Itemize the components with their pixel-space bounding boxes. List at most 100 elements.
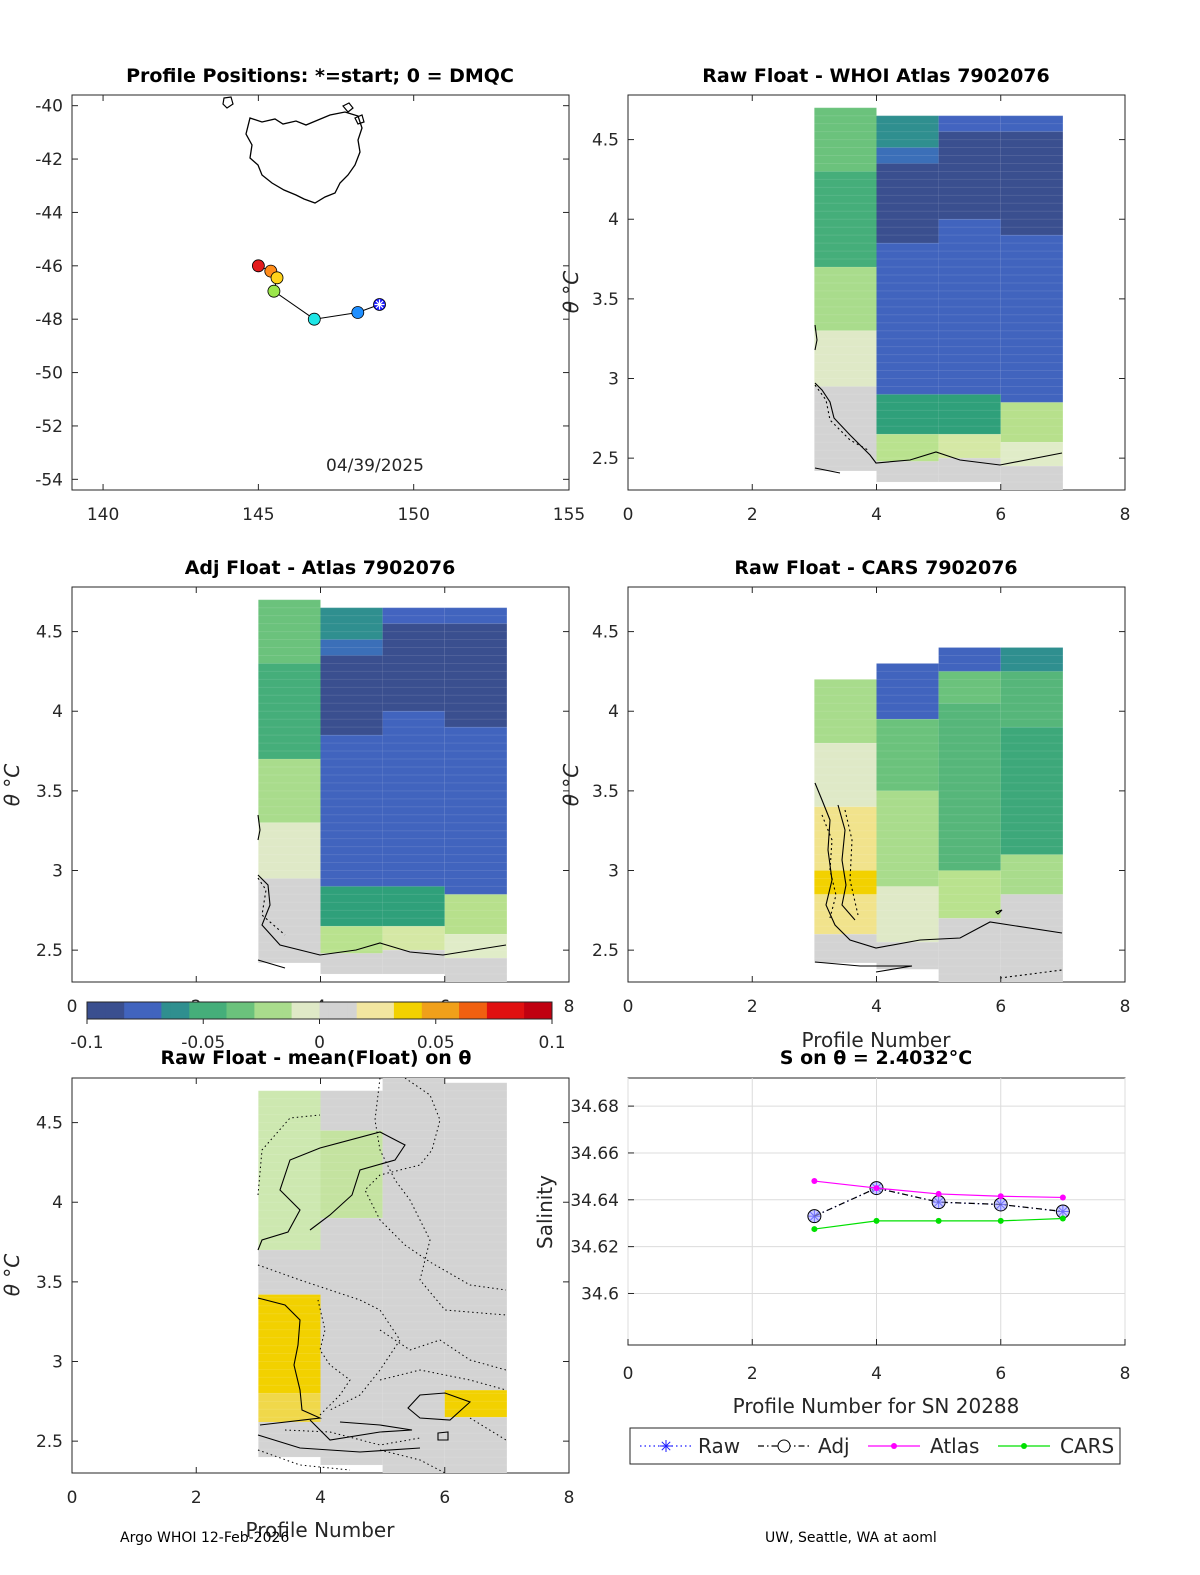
colorbar-cell bbox=[356, 1002, 367, 1019]
raw-whoi-xtick-label: 2 bbox=[747, 505, 758, 525]
footer-right: UW, Seattle, WA at aoml bbox=[765, 1530, 937, 1546]
series-point-cars bbox=[997, 1217, 1004, 1224]
salinity-xtick-label: 8 bbox=[1120, 1364, 1131, 1384]
raw-whoi-ytick-label: 4 bbox=[608, 210, 619, 230]
colorbar-cell bbox=[421, 1002, 432, 1019]
raw-cars-cell bbox=[1000, 727, 1063, 855]
colorbar-tick-label: 0 bbox=[314, 1033, 325, 1053]
legend-label-raw: Raw bbox=[698, 1434, 740, 1458]
colorbar-cell bbox=[393, 1002, 404, 1019]
raw-mean-xlabel: Profile Number bbox=[246, 1518, 396, 1542]
raw-whoi-cell bbox=[876, 163, 939, 244]
colorbar-cell bbox=[245, 1002, 255, 1019]
series-point-cars bbox=[873, 1217, 880, 1224]
map-ytick-label: -46 bbox=[35, 257, 63, 277]
raw-cars-cell bbox=[876, 790, 939, 887]
raw-whoi-ticks: 0 2 4 6 8 2.5 3 3.5 4 4.5 bbox=[592, 95, 1130, 525]
raw-cars-title: Raw Float - CARS 7902076 bbox=[734, 557, 1017, 579]
salinity-ytick-label: 34.62 bbox=[570, 1238, 619, 1258]
raw-mean-cell bbox=[382, 1078, 445, 1473]
raw-whoi-xtick-label: 6 bbox=[995, 505, 1006, 525]
raw-cars-cell bbox=[1000, 647, 1063, 672]
raw-whoi-contours bbox=[814, 324, 1063, 474]
raw-mean-xtick-label: 6 bbox=[439, 1488, 450, 1508]
adj-atlas-ytick-label: 4 bbox=[52, 702, 63, 722]
raw-mean-cell bbox=[444, 1082, 507, 1391]
colorbar-cell bbox=[524, 1002, 534, 1019]
raw-cars-cell bbox=[876, 942, 939, 970]
raw-mean-ytick-label: 3 bbox=[52, 1353, 63, 1373]
coastline bbox=[222, 96, 365, 204]
adj-atlas-cell bbox=[382, 607, 445, 624]
salinity-panel: S on θ = 2.4032°C Salinity Profile Numbe… bbox=[533, 1047, 1131, 1465]
raw-whoi-cell bbox=[938, 219, 1001, 395]
raw-whoi-cell bbox=[814, 330, 877, 387]
track-group bbox=[251, 259, 386, 326]
series-point-cars bbox=[811, 1226, 818, 1233]
raw-cars-cell bbox=[814, 743, 877, 807]
raw-whoi-cell bbox=[938, 458, 1001, 483]
raw-cars-ytick-label: 4 bbox=[608, 702, 619, 722]
map-ytick-label: -50 bbox=[35, 364, 63, 384]
series-point-atlas bbox=[811, 1178, 818, 1185]
colorbar-cell bbox=[542, 1002, 553, 1019]
colorbar-cell bbox=[328, 1002, 339, 1019]
colorbar-cell bbox=[459, 1002, 469, 1019]
colorbar-cell bbox=[375, 1002, 386, 1019]
colorbar-cell bbox=[189, 1002, 200, 1019]
adj-atlas-cell bbox=[320, 953, 383, 975]
raw-mean-title: Raw Float - mean(Float) on θ bbox=[161, 1047, 472, 1069]
raw-whoi-cell bbox=[1000, 442, 1063, 467]
raw-whoi-cell bbox=[938, 394, 1001, 435]
adj-atlas-ytick-label: 4.5 bbox=[36, 623, 63, 643]
colorbar-cell bbox=[496, 1002, 506, 1019]
raw-whoi-cell bbox=[876, 243, 939, 395]
colorbar-cell bbox=[207, 1002, 218, 1019]
colorbar-cell bbox=[338, 1002, 348, 1019]
adj-atlas-cell bbox=[444, 958, 507, 982]
adj-atlas-ytick-label: 2.5 bbox=[36, 941, 63, 961]
adj-atlas-cell bbox=[382, 711, 445, 887]
salinity-grid bbox=[627, 1078, 1126, 1345]
colorbar-cell bbox=[533, 1002, 544, 1019]
colorbar: -0.1 -0.05 0 0.05 0.1 bbox=[70, 1001, 566, 1053]
raw-mean-ytick-label: 4 bbox=[52, 1193, 63, 1213]
adj-atlas-ytick-label: 3.5 bbox=[36, 782, 63, 802]
legend-label-adj: Adj bbox=[818, 1434, 850, 1458]
raw-whoi-cell bbox=[1000, 466, 1063, 490]
map-ytick-label: -40 bbox=[35, 97, 63, 117]
track-point bbox=[267, 284, 281, 298]
salinity-xtick-label: 0 bbox=[623, 1364, 634, 1384]
raw-whoi-ytick-label: 4.5 bbox=[592, 131, 619, 151]
raw-whoi-ytick-label: 3.5 bbox=[592, 290, 619, 310]
colorbar-cell bbox=[319, 1002, 330, 1019]
legend-marker-atlas bbox=[891, 1443, 897, 1449]
raw-cars-cell bbox=[1000, 894, 1063, 982]
series-point-cars bbox=[935, 1217, 942, 1224]
footer-left: Argo WHOI 12-Feb-2026 bbox=[120, 1530, 289, 1546]
colorbar-cell bbox=[412, 1002, 423, 1019]
adj-atlas-cell bbox=[382, 623, 445, 712]
raw-whoi-cell bbox=[814, 107, 877, 172]
colorbar-cell bbox=[161, 1002, 172, 1019]
adj-atlas-title: Adj Float - Atlas 7902076 bbox=[185, 557, 456, 579]
adj-atlas-cell bbox=[320, 655, 383, 736]
legend-label-atlas: Atlas bbox=[930, 1434, 979, 1458]
salinity-ytick-label: 34.66 bbox=[570, 1144, 619, 1164]
raw-whoi-heatmap bbox=[814, 107, 1063, 490]
raw-whoi-ytick-label: 2.5 bbox=[592, 449, 619, 469]
adj-atlas-heatmap bbox=[258, 599, 507, 982]
colorbar-cell bbox=[440, 1002, 451, 1019]
raw-mean-cell bbox=[320, 1090, 383, 1131]
raw-whoi-cell bbox=[938, 131, 1001, 220]
raw-cars-panel: Raw Float - CARS 7902076 θ °C Profile Nu… bbox=[559, 557, 1130, 1052]
map-ytick-label: -52 bbox=[35, 417, 63, 437]
raw-cars-heatmap bbox=[814, 647, 1063, 982]
colorbar-tick-label: 0.1 bbox=[538, 1033, 565, 1053]
raw-cars-cell bbox=[938, 918, 1001, 982]
raw-mean-ylabel: θ °C bbox=[0, 1254, 24, 1297]
adj-atlas-ylabel: θ °C bbox=[0, 764, 24, 807]
raw-mean-cell bbox=[258, 1422, 321, 1458]
raw-cars-xtick-label: 0 bbox=[623, 997, 634, 1017]
raw-mean-cell bbox=[258, 1250, 321, 1295]
